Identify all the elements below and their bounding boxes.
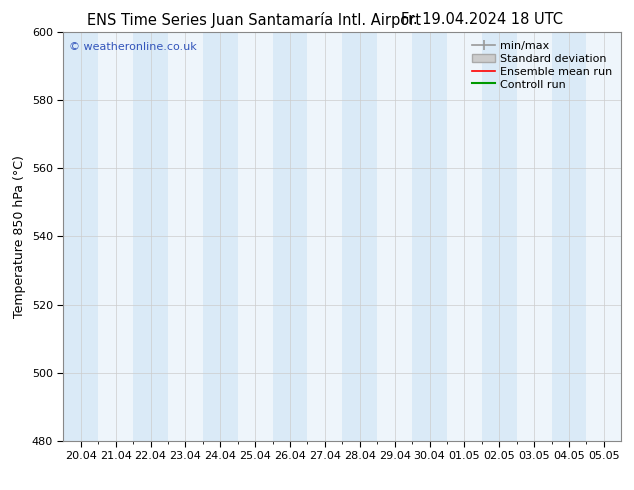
Text: ENS Time Series Juan Santamaría Intl. Airport: ENS Time Series Juan Santamaría Intl. Ai…: [87, 12, 420, 28]
Bar: [412, 32, 447, 441]
Text: Fr. 19.04.2024 18 UTC: Fr. 19.04.2024 18 UTC: [401, 12, 563, 27]
Legend: min/max, Standard deviation, Ensemble mean run, Controll run: min/max, Standard deviation, Ensemble me…: [469, 37, 616, 93]
Bar: [482, 32, 517, 441]
Bar: [133, 32, 168, 441]
Bar: [203, 32, 238, 441]
Bar: [342, 32, 377, 441]
Bar: [63, 32, 98, 441]
Text: © weatheronline.co.uk: © weatheronline.co.uk: [69, 42, 197, 52]
Y-axis label: Temperature 850 hPa (°C): Temperature 850 hPa (°C): [13, 155, 26, 318]
Bar: [273, 32, 307, 441]
Bar: [552, 32, 586, 441]
